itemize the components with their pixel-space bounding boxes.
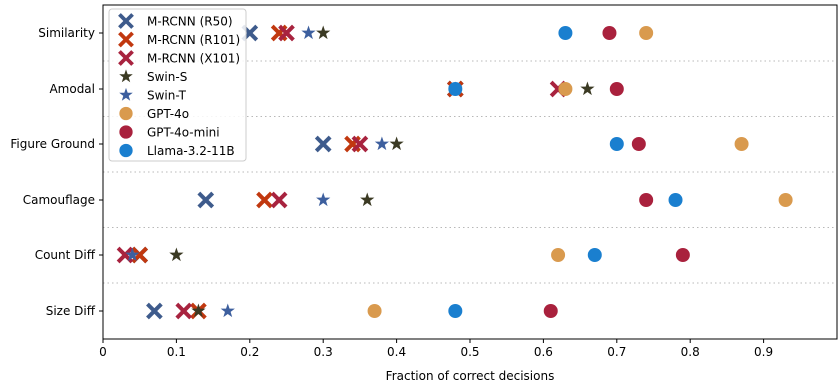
data-point-x: [351, 135, 369, 153]
y-tick-label: Amodal: [49, 82, 95, 96]
data-point-circle: [543, 304, 558, 318]
data-point-x: [314, 135, 332, 153]
x-tick-label: 0.6: [534, 345, 553, 359]
data-point-star: [374, 136, 390, 151]
data-point-circle: [558, 82, 573, 96]
data-point-circle: [448, 82, 463, 96]
data-point-circle: [367, 304, 382, 318]
data-point-circle: [734, 137, 749, 151]
x-tick-label: 0.5: [460, 345, 479, 359]
legend-marker-circle: [119, 125, 133, 139]
data-point-star: [125, 247, 140, 262]
data-point-x: [256, 191, 273, 209]
data-point-star: [580, 81, 595, 96]
data-point-x: [278, 24, 295, 42]
data-point-circle: [558, 26, 573, 40]
legend-label: M-RCNN (X101): [147, 52, 240, 66]
x-tick-label: 0.1: [167, 345, 186, 359]
data-point-star: [389, 136, 404, 151]
data-point-star: [191, 303, 206, 318]
legend-box: [108, 8, 247, 162]
x-tick-label: 0.7: [607, 345, 626, 359]
x-axis-title: Fraction of correct decisions: [386, 369, 555, 383]
legend-marker-star: [119, 87, 133, 101]
legend-marker-star: [119, 69, 133, 83]
x-tick-label: 0.3: [314, 345, 333, 359]
data-point-star: [316, 25, 331, 40]
legend-label: Swin-S: [147, 70, 187, 84]
data-point-x: [175, 302, 193, 320]
y-tick-label: Similarity: [38, 26, 95, 40]
data-marks: [116, 24, 793, 320]
data-point-x: [270, 191, 288, 209]
data-point-circle: [587, 248, 602, 262]
data-point-circle: [602, 26, 617, 40]
x-tick-label: 0: [99, 345, 107, 359]
y-tick-label: Count Diff: [35, 248, 96, 262]
data-point-x: [146, 302, 163, 320]
legend-label: GPT-4o-mini: [147, 126, 220, 140]
data-point-circle: [668, 193, 683, 207]
data-point-star: [316, 192, 331, 207]
data-point-star: [360, 192, 375, 207]
legend-label: Swin-T: [147, 89, 187, 103]
y-tick-label: Size Diff: [46, 304, 96, 318]
legend-marker-x: [118, 13, 134, 29]
data-point-circle: [639, 193, 654, 207]
legend-marker-circle: [119, 143, 133, 158]
legend-label: Llama-3.2-11B: [147, 144, 235, 158]
x-tick-label: 0.9: [754, 345, 773, 359]
legend-marker-circle: [119, 106, 133, 121]
data-point-x: [197, 191, 215, 209]
x-tick-label: 0.4: [387, 345, 406, 359]
legend-marker-x: [118, 31, 134, 48]
x-tick-label: 0.2: [240, 345, 259, 359]
y-axis-ticks: Similarity Amodal Figure Ground Camouflage C…: [10, 26, 103, 318]
x-tick-label: 0.8: [681, 345, 700, 359]
y-tick-label: Camouflage: [23, 193, 95, 207]
data-point-star: [169, 247, 184, 262]
data-point-circle: [778, 193, 793, 207]
data-point-circle: [448, 304, 463, 318]
data-point-circle: [609, 137, 624, 151]
legend-label: M-RCNN (R50): [147, 15, 233, 29]
data-point-circle: [631, 137, 646, 151]
legend-label: M-RCNN (R101): [147, 33, 240, 47]
x-axis-ticks: 0 0.1 0.2 0.3 0.4 0.5 0.6 0.7 0.8 0.9: [99, 339, 773, 359]
data-point-circle: [551, 248, 566, 262]
data-point-star: [301, 25, 316, 40]
data-point-star: [220, 303, 235, 318]
legend: M-RCNN (R50) M-RCNN (R101) M-RCNN (X101) Sw…: [108, 8, 247, 162]
data-point-circle: [639, 26, 654, 40]
legend-marker-x: [118, 50, 134, 66]
legend-label: GPT-4o: [147, 107, 189, 121]
data-point-circle: [675, 248, 690, 262]
data-point-circle: [609, 82, 624, 96]
y-tick-label: Figure Ground: [10, 137, 95, 151]
